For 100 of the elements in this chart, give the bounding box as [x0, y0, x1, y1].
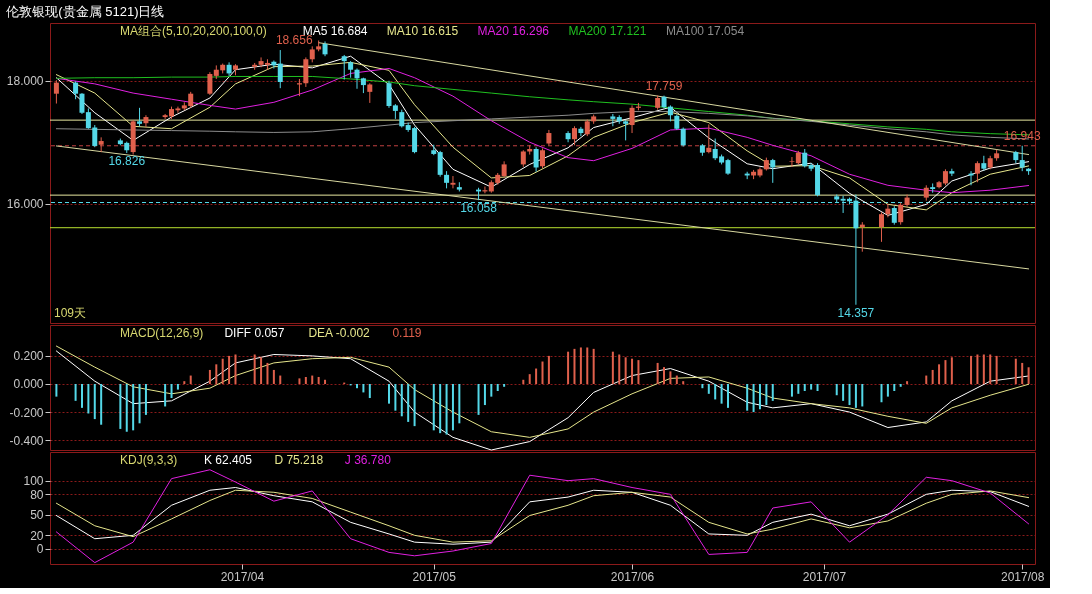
candlestick	[680, 127, 686, 148]
bar	[477, 383, 480, 415]
text: D 75.218	[274, 453, 324, 467]
bar	[899, 383, 902, 387]
bar	[451, 383, 454, 431]
candlestick	[802, 148, 808, 168]
candlestick	[540, 147, 545, 169]
bar	[592, 348, 595, 384]
annotation: 14.357	[837, 305, 875, 320]
candlestick	[367, 82, 373, 104]
bar	[55, 383, 58, 397]
bar	[298, 378, 301, 384]
y-tick-label: -0.400	[9, 433, 44, 448]
bar	[483, 383, 486, 406]
bar	[528, 374, 531, 384]
bar	[304, 376, 307, 384]
bar	[938, 364, 941, 384]
bar	[637, 360, 640, 384]
bar	[765, 383, 768, 406]
y-tick-label: 80	[30, 487, 44, 502]
candlestick	[137, 107, 143, 127]
bar	[522, 379, 525, 384]
text: MA200 17.121	[568, 24, 647, 38]
candlestick	[891, 205, 897, 226]
legend-title: MACD(12,26,9)	[120, 326, 204, 340]
bar	[925, 375, 928, 384]
bar	[215, 364, 218, 384]
bar	[931, 369, 934, 384]
candlestick	[578, 126, 584, 137]
bar	[439, 383, 442, 434]
bar	[982, 354, 985, 384]
bar	[1027, 367, 1030, 384]
bar	[400, 383, 403, 417]
candlestick	[450, 175, 456, 189]
text: 0.119	[392, 326, 422, 340]
bar	[496, 383, 499, 392]
bar	[144, 383, 147, 415]
bar	[797, 383, 800, 394]
bar	[970, 355, 973, 384]
y-tick-label: 0.000	[13, 377, 44, 392]
candlestick	[629, 104, 635, 134]
y-tick-label: 0	[36, 542, 44, 557]
candlestick	[770, 158, 776, 184]
bar	[567, 351, 570, 384]
bar	[356, 383, 359, 389]
bar	[221, 358, 224, 384]
bar	[701, 383, 704, 389]
x-tick-label: 2017/04	[220, 569, 265, 584]
bar	[183, 381, 186, 384]
bar	[714, 383, 717, 400]
bar	[886, 383, 889, 397]
bar	[726, 383, 729, 408]
x-tick-label: 2017/06	[610, 569, 655, 584]
bar	[618, 354, 621, 384]
bar	[842, 383, 845, 401]
bar	[119, 383, 122, 429]
series-label: K 62.405	[204, 453, 253, 467]
candlestick	[79, 92, 85, 115]
bar	[74, 383, 77, 401]
bar	[752, 383, 755, 413]
candlestick	[92, 124, 98, 148]
candlestick	[53, 79, 59, 105]
bar	[758, 383, 761, 410]
bar	[854, 383, 857, 408]
bar	[362, 383, 365, 393]
bar	[132, 383, 135, 431]
bar	[387, 383, 390, 404]
text: J 36.780	[344, 453, 392, 467]
bar	[611, 351, 614, 384]
bar	[87, 383, 90, 414]
bar	[663, 367, 666, 384]
bar	[586, 347, 589, 384]
bar	[317, 376, 320, 384]
candlestick	[303, 56, 309, 88]
candlestick	[277, 49, 283, 89]
candlestick	[898, 202, 904, 226]
bar	[944, 360, 947, 384]
x-tick-label: 2017/05	[412, 569, 457, 584]
candlestick	[974, 160, 980, 183]
bar	[189, 375, 192, 384]
bar	[368, 383, 371, 399]
bar	[624, 357, 627, 384]
bar	[279, 375, 282, 384]
x-tick-label: 2017/07	[802, 569, 847, 584]
annotation: 16.826	[108, 153, 146, 168]
candlestick	[610, 113, 616, 127]
bar	[445, 383, 448, 435]
line-series	[55, 350, 1030, 451]
bar	[176, 383, 179, 390]
legend-title: MA组合(5,10,20,200,100,0)	[120, 24, 267, 38]
y-tick-label: -0.200	[9, 405, 44, 420]
bar	[848, 383, 851, 406]
candlestick	[878, 211, 884, 243]
bar	[995, 355, 998, 384]
y-tick-label: 18.000	[6, 74, 44, 89]
bar	[803, 383, 806, 392]
bar	[432, 383, 435, 431]
bar	[490, 383, 493, 397]
text: MA10 16.615	[386, 24, 459, 38]
candlestick	[789, 156, 795, 168]
